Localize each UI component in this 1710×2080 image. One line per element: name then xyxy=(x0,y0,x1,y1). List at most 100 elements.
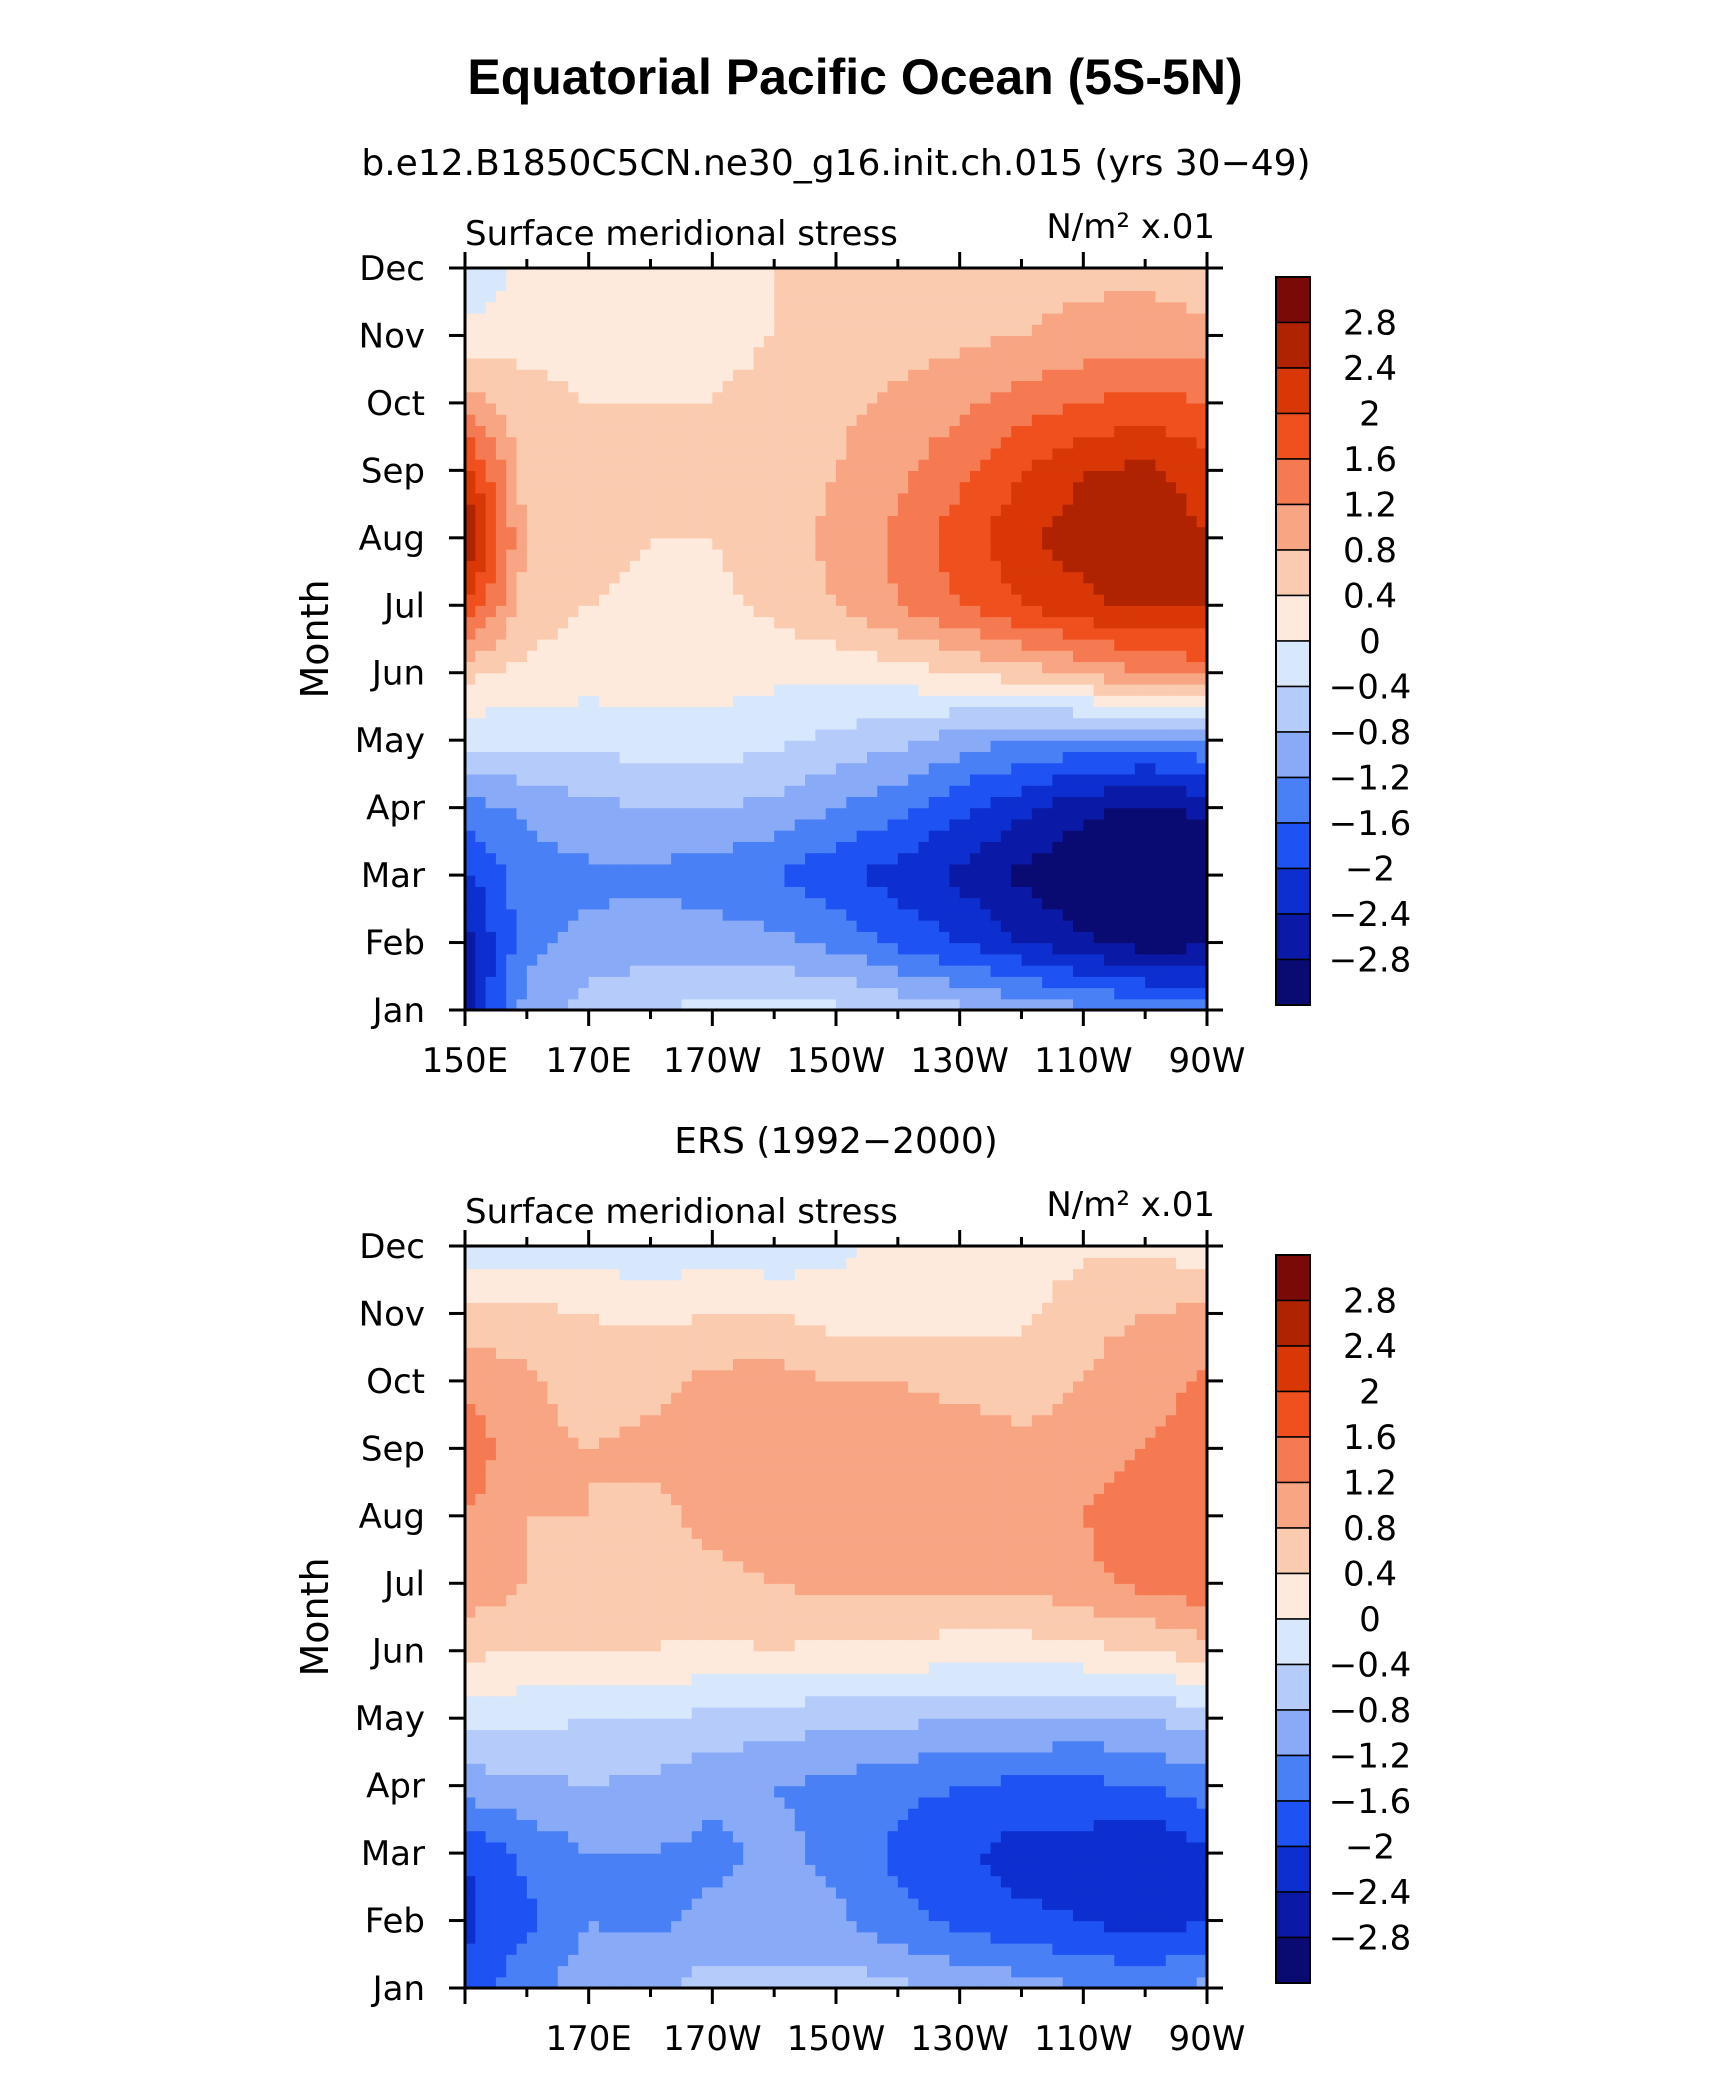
contour-cell xyxy=(1042,920,1054,932)
contour-cell xyxy=(547,537,559,550)
contour-cell xyxy=(1052,841,1064,854)
contour-cell xyxy=(763,796,775,809)
contour-cell xyxy=(485,672,497,685)
contour-cell xyxy=(609,1965,621,1978)
contour-cell xyxy=(815,942,827,955)
contour-cell xyxy=(1103,672,1115,685)
contour-cell xyxy=(908,695,920,708)
contour-cell xyxy=(485,965,497,977)
contour-cell xyxy=(1062,773,1074,786)
contour-cell xyxy=(1124,706,1136,719)
contour-cell xyxy=(1031,931,1043,944)
contour-cell xyxy=(969,942,981,955)
contour-cell xyxy=(598,841,610,854)
contour-cell xyxy=(640,605,652,618)
contour-cell xyxy=(856,942,868,955)
contour-cell xyxy=(805,796,816,809)
contour-cell xyxy=(1011,897,1023,910)
contour-cell xyxy=(1176,504,1187,516)
contour-cell xyxy=(753,706,765,719)
contour-cell xyxy=(547,695,559,708)
contour-cell xyxy=(1145,312,1157,325)
contour-cell xyxy=(774,661,786,674)
contour-cell xyxy=(784,369,796,382)
contour-cell xyxy=(897,965,909,977)
contour-cell xyxy=(1000,414,1012,426)
contour-cell xyxy=(939,560,950,573)
contour-cell xyxy=(506,875,518,887)
contour-cell xyxy=(1186,661,1198,674)
contour-cell xyxy=(794,515,806,528)
contour-cell xyxy=(743,706,755,719)
contour-cell xyxy=(939,571,950,584)
contour-cell xyxy=(1031,504,1043,516)
contour-cell xyxy=(980,627,992,640)
contour-cell xyxy=(846,549,858,561)
contour-cell xyxy=(1134,594,1146,606)
contour-cell xyxy=(1052,773,1064,786)
contour-cell xyxy=(856,414,868,426)
contour-cell xyxy=(1155,335,1167,348)
contour-cell xyxy=(877,976,889,989)
contour-cell xyxy=(1093,863,1105,876)
contour-cell xyxy=(660,740,672,753)
contour-cell xyxy=(1114,852,1126,865)
contour-cell xyxy=(928,751,940,764)
contour-cell xyxy=(1083,1976,1095,1988)
contour-cell xyxy=(897,605,909,618)
contour-cell xyxy=(1062,897,1074,910)
contour-cell xyxy=(1093,807,1105,820)
contour-cell xyxy=(784,672,796,685)
contour-cell xyxy=(949,841,961,854)
contour-cell xyxy=(1176,425,1187,438)
contour-cell xyxy=(1124,346,1136,359)
contour-cell xyxy=(537,481,549,494)
contour-cell xyxy=(1093,920,1105,932)
contour-cell xyxy=(959,391,971,404)
contour-cell xyxy=(1155,549,1167,561)
contour-cell xyxy=(1103,549,1115,561)
contour-cell xyxy=(815,369,827,382)
contour-cell xyxy=(598,818,610,831)
contour-cell xyxy=(908,616,920,629)
contour-cell xyxy=(959,616,971,629)
contour-cell xyxy=(1042,830,1054,842)
contour-cell xyxy=(887,751,899,764)
contour-cell xyxy=(516,942,528,955)
contour-cell xyxy=(1000,818,1012,831)
contour-cell xyxy=(650,728,662,741)
contour-cell xyxy=(506,661,518,674)
contour-cell xyxy=(949,1965,961,1978)
contour-cell xyxy=(465,740,476,753)
contour-cell xyxy=(1196,695,1207,708)
contour-cell xyxy=(1021,582,1033,595)
contour-cell xyxy=(681,863,693,876)
contour-cell xyxy=(475,953,487,966)
contour-cell xyxy=(475,976,487,989)
contour-cell xyxy=(660,931,672,944)
contour-cell xyxy=(609,627,621,640)
contour-cell xyxy=(959,920,971,932)
contour-cell xyxy=(1000,683,1012,696)
contour-cell xyxy=(794,605,806,618)
contour-cell xyxy=(1155,470,1167,483)
contour-cell xyxy=(1176,695,1187,708)
contour-cell xyxy=(1031,751,1043,764)
contour-cell xyxy=(949,290,961,303)
contour-cell xyxy=(763,549,775,561)
contour-cell xyxy=(1062,290,1074,303)
contour-cell xyxy=(557,335,569,348)
contour-cell xyxy=(1021,571,1033,584)
contour-cell xyxy=(1031,897,1043,910)
contour-cell xyxy=(866,751,878,764)
contour-cell xyxy=(1165,650,1177,663)
contour-cell xyxy=(1196,830,1207,842)
contour-cell xyxy=(877,515,889,528)
contour-cell xyxy=(1052,391,1064,404)
contour-cell xyxy=(959,1965,971,1978)
colorbar-label: −1.6 xyxy=(1329,804,1412,844)
contour-cell xyxy=(1114,549,1126,561)
contour-cell xyxy=(1052,616,1064,629)
contour-cell xyxy=(475,504,487,516)
contour-cell xyxy=(712,380,724,393)
